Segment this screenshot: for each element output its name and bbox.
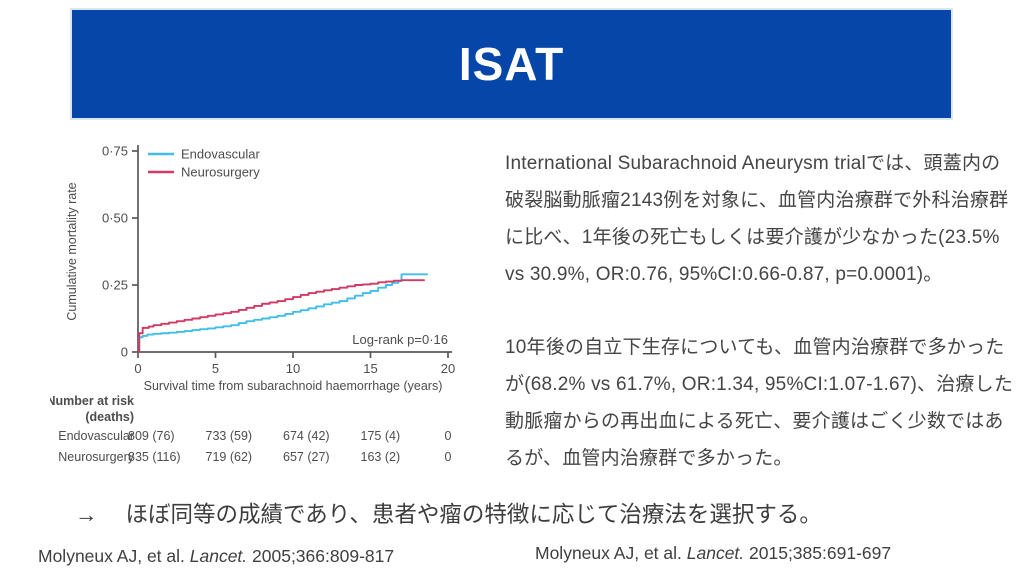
at-risk-value: 0	[445, 429, 452, 443]
x-tick-label: 5	[212, 361, 219, 376]
conclusion-text: ほぼ同等の成績であり、患者や瘤の特徴に応じて治療法を選択する。	[125, 502, 822, 527]
citation-journal: Lancet.	[189, 546, 248, 566]
y-tick-label: 0	[121, 345, 128, 360]
curve-neurosurgery	[138, 279, 425, 353]
at-risk-value: 163 (2)	[361, 450, 401, 464]
x-tick-label: 0	[134, 361, 141, 376]
conclusion-line: → ほぼ同等の成績であり、患者や瘤の特徴に応じて治療法を選択する。	[75, 500, 995, 530]
title-banner: ISAT	[70, 8, 953, 120]
citation-2005: Molyneux AJ, et al. Lancet. 2005;366:809…	[38, 546, 394, 567]
at-risk-value: 657 (27)	[283, 450, 330, 464]
km-figure: 0 0·25 0·50 0·75 0 5 10 15 20 Survival time from …	[46, 133, 490, 478]
at-risk-value: 0	[445, 450, 452, 464]
at-risk-header: Number at risk	[50, 394, 134, 408]
legend-label-neurosurgery: Neurosurgery	[181, 165, 260, 180]
log-rank-annotation: Log-rank p=0·16	[352, 332, 448, 347]
citation-journal: Lancet.	[686, 543, 745, 563]
slide-title: ISAT	[458, 38, 565, 90]
km-chart: 0 0·25 0·50 0·75 0 5 10 15 20 Survival time from …	[46, 144, 455, 465]
at-risk-value: 809 (76)	[128, 429, 175, 443]
at-risk-row-label: Endovascular	[58, 429, 134, 443]
x-axis-label: Survival time from subarachnoid haemorrh…	[144, 379, 443, 393]
at-risk-row-label: Neurosurgery	[58, 450, 134, 464]
legend-label-endovascular: Endovascular	[181, 147, 260, 162]
y-tick-label: 0·50	[102, 211, 128, 226]
at-risk-value: 674 (42)	[283, 429, 330, 443]
citation-authors: Molyneux AJ, et al.	[38, 546, 190, 566]
paragraph-1: International Subarachnoid Aneurysm tria…	[505, 153, 1009, 285]
y-axis-label: Cumulative mortality rate	[65, 182, 79, 320]
paragraph-2: 10年後の自立下生存についても、血管内治療群で多かったが(68.2% vs 61…	[505, 337, 1014, 469]
at-risk-value: 175 (4)	[361, 429, 401, 443]
at-risk-value: 719 (62)	[206, 450, 253, 464]
at-risk-header-2: (deaths)	[85, 410, 134, 424]
citation-authors: Molyneux AJ, et al.	[535, 543, 687, 563]
x-tick-label: 20	[441, 361, 455, 376]
citation-ref: 2015;385:691-697	[744, 543, 892, 563]
curve-endovascular	[138, 273, 428, 353]
citation-ref: 2005;366:809-817	[247, 546, 395, 566]
description-text: International Subarachnoid Aneurysm tria…	[505, 145, 1017, 477]
y-tick-label: 0·75	[102, 144, 128, 159]
x-tick-label: 15	[363, 361, 377, 376]
at-risk-value: 733 (59)	[206, 429, 253, 443]
citation-2015: Molyneux AJ, et al. Lancet. 2015;385:691…	[535, 543, 891, 564]
x-tick-label: 10	[286, 361, 300, 376]
y-tick-label: 0·25	[102, 278, 128, 293]
arrow-icon: →	[75, 502, 98, 527]
at-risk-value: 835 (116)	[128, 450, 181, 464]
